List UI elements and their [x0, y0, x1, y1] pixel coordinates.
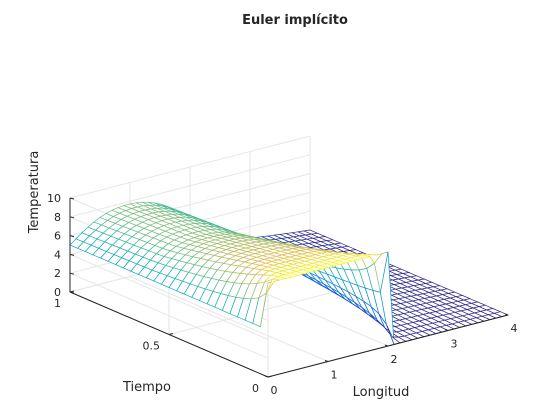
z-tick-label: 0 [54, 286, 61, 299]
x-tick-label: 3 [451, 338, 458, 351]
z-tick-label: 8 [54, 211, 61, 224]
y-tick [168, 333, 174, 335]
y-tick-label: 0.5 [143, 340, 161, 353]
x-tick-label: 2 [391, 353, 398, 366]
z-tick [69, 253, 75, 256]
y-tick-label: 1 [54, 297, 61, 310]
chart-title: Euler implícito [242, 13, 348, 28]
x-tick-label: 4 [511, 322, 518, 335]
y-axis-label: Tiempo [122, 380, 171, 395]
y-tick [267, 375, 273, 378]
z-tick-label: 4 [54, 248, 61, 261]
x-tick [444, 329, 449, 331]
z-tick [69, 291, 75, 294]
axes [69, 197, 509, 378]
z-tick-label: 6 [54, 230, 61, 243]
z-tick [69, 235, 75, 238]
z-tick [69, 272, 75, 275]
z-tick [69, 216, 75, 219]
x-tick-label: 1 [331, 369, 338, 382]
x-tick [324, 360, 329, 362]
x-axis-label: Longitud [353, 385, 410, 400]
y-tick-label: 0 [252, 382, 259, 395]
x-tick [504, 313, 509, 316]
x-tick-label: 0 [271, 384, 278, 397]
z-tick-label: 2 [54, 267, 61, 280]
x-tick [384, 344, 389, 347]
z-tick [69, 197, 75, 200]
surface-mesh [69, 201, 510, 345]
z-tick-label: 10 [47, 192, 61, 205]
z-axis-label: Temperatura [27, 151, 42, 235]
x-tick [264, 375, 269, 378]
